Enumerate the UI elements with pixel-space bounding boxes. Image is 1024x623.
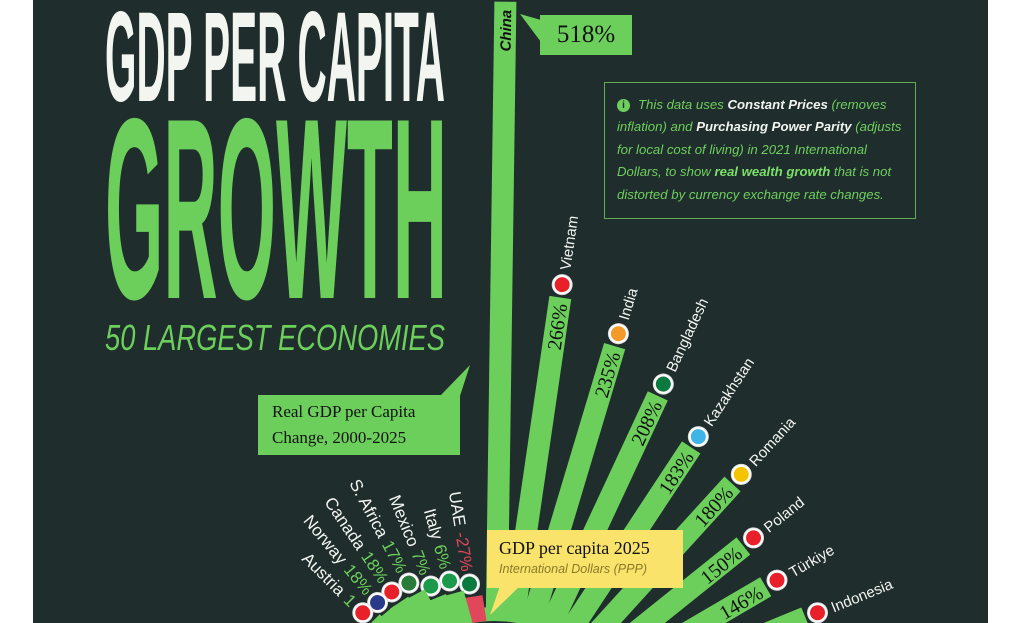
bar-group: 235%India [591, 286, 642, 401]
flag-icon-fill [655, 376, 671, 392]
info-bold: real wealth growth [714, 164, 831, 180]
change-callout: Real GDP per Capita Change, 2000-2025 [258, 395, 460, 455]
flag-icon-fill [769, 572, 785, 588]
flag-icon-fill [423, 578, 439, 594]
bar-trkiye [682, 577, 772, 623]
flag-icon-fill [690, 429, 706, 445]
title-line2: GROWTH [105, 64, 447, 353]
subtitle: 50 LARGEST ECONOMIES [105, 317, 445, 358]
bar-indonesia [763, 607, 808, 623]
flag-icon-fill [810, 605, 826, 621]
info-text: (removes inflation) and [617, 97, 887, 135]
title-line2-wrap: GROWTH [105, 64, 1024, 353]
bar-norway [377, 605, 409, 623]
title-line1-wrap: GDP PER CAPITA [105, 0, 1024, 129]
bar-china [485, 1, 517, 622]
info-text: that is not distorted by currency exchan… [617, 164, 892, 202]
info-icon: i [617, 99, 630, 112]
country-label: China [498, 10, 516, 52]
info-text: (adjusts for local cost of living) in 20… [617, 119, 902, 180]
gdp-callout-subtitle: International Dollars (PPP) [499, 562, 647, 576]
info-bold: Constant Prices [727, 97, 828, 112]
info-box: i This data uses Constant Prices (removes… [604, 82, 916, 220]
flag-icon-fill [384, 584, 400, 600]
subtitle-wrap: 50 LARGEST ECONOMIES [105, 317, 553, 358]
flag-icon-fill [370, 595, 386, 611]
flag-icon-fill [733, 466, 749, 482]
title-line1: GDP PER CAPITA [105, 0, 445, 129]
info-bold: Purchasing Power Parity [696, 119, 852, 135]
flag-icon-fill [554, 277, 570, 293]
gdp-callout: GDP per capita 2025 International Dollar… [487, 530, 683, 588]
change-callout-line2: Change, 2000-2025 [272, 428, 407, 447]
flag-icon-fill [442, 573, 458, 589]
flag-icon-fill [462, 576, 478, 592]
gdp-callout-title: GDP per capita 2025 [499, 538, 650, 558]
bar-group: China [498, 10, 516, 52]
callout-pointer [490, 586, 520, 615]
flag-icon-fill [355, 605, 371, 621]
bar-poland [629, 537, 751, 623]
flag-icon-fill [401, 575, 417, 591]
callout-pointer [520, 14, 541, 42]
callout-pointer [440, 365, 470, 396]
china-value-callout: 518% [540, 15, 632, 55]
flag-icon-fill [610, 326, 626, 342]
change-callout-line1: Real GDP per Capita [272, 402, 416, 421]
bar-austria [370, 614, 389, 623]
info-text: This data uses [638, 97, 728, 112]
flag-icon-fill [746, 530, 762, 546]
